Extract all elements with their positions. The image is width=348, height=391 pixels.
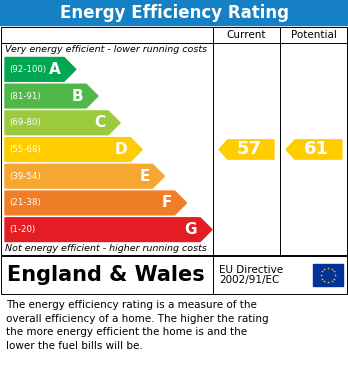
- Polygon shape: [5, 57, 76, 81]
- Text: (92-100): (92-100): [9, 65, 46, 74]
- Bar: [313, 264, 343, 286]
- Bar: [0, 0, 348, 25]
- Text: B: B: [71, 89, 83, 104]
- Text: (39-54): (39-54): [9, 172, 41, 181]
- Bar: [1, 27, 347, 255]
- Polygon shape: [5, 164, 164, 188]
- Text: 2002/91/EC: 2002/91/EC: [219, 275, 279, 285]
- Text: 61: 61: [304, 140, 329, 158]
- Text: G: G: [185, 222, 197, 237]
- Text: The energy efficiency rating is a measure of the
overall efficiency of a home. T: The energy efficiency rating is a measur…: [6, 300, 269, 351]
- Text: EU Directive: EU Directive: [219, 265, 283, 275]
- Polygon shape: [286, 140, 342, 159]
- Text: 57: 57: [236, 140, 261, 158]
- Text: C: C: [94, 115, 105, 130]
- Text: Energy Efficiency Rating: Energy Efficiency Rating: [60, 4, 288, 22]
- Text: Current: Current: [227, 30, 266, 40]
- Text: (55-68): (55-68): [9, 145, 41, 154]
- Text: (81-91): (81-91): [9, 91, 41, 100]
- Text: D: D: [115, 142, 127, 157]
- Text: E: E: [139, 169, 150, 184]
- Text: A: A: [49, 62, 61, 77]
- Polygon shape: [5, 191, 187, 215]
- Polygon shape: [5, 218, 212, 242]
- Text: (69-80): (69-80): [9, 118, 41, 127]
- Bar: [1, 27, 347, 43]
- Text: England & Wales: England & Wales: [7, 265, 205, 285]
- Bar: [1, 256, 347, 294]
- Text: Potential: Potential: [291, 30, 337, 40]
- Polygon shape: [5, 111, 120, 135]
- Polygon shape: [5, 84, 98, 108]
- Text: Not energy efficient - higher running costs: Not energy efficient - higher running co…: [5, 244, 207, 253]
- Text: (1-20): (1-20): [9, 225, 35, 234]
- Text: F: F: [161, 196, 172, 210]
- Polygon shape: [5, 138, 142, 161]
- Polygon shape: [219, 140, 274, 159]
- Text: (21-38): (21-38): [9, 198, 41, 208]
- Text: Very energy efficient - lower running costs: Very energy efficient - lower running co…: [5, 45, 207, 54]
